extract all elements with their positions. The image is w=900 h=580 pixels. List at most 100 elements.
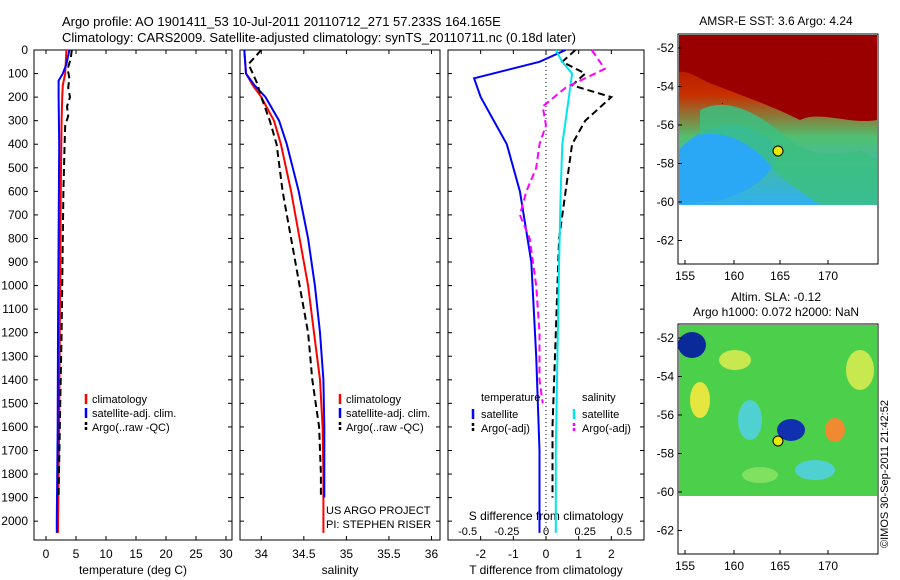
lon-tick-label: 170 (818, 559, 838, 573)
y-tick-label: 1200 (1, 326, 28, 340)
legend-label: climatology (92, 394, 148, 406)
x-tick-label: 10 (99, 547, 113, 561)
y-tick-label: 1800 (1, 467, 28, 481)
project-note-line1: US ARGO PROJECT (326, 505, 431, 517)
top-tick-label: 0.5 (617, 526, 632, 538)
y-tick-label: 1100 (2, 302, 28, 316)
top-axis-label: S difference from climatology (469, 509, 624, 523)
lat-tick-label: -54 (657, 370, 675, 384)
lon-tick-label: 160 (724, 269, 744, 283)
x-tick-label: 0 (43, 547, 50, 561)
lat-tick-label: -56 (657, 118, 675, 132)
x-tick-label: 34 (255, 547, 269, 561)
legend-label: satellite (582, 409, 619, 421)
top-tick-label: -0.25 (494, 526, 519, 538)
y-tick-label: 800 (8, 231, 28, 245)
legend-title: salinity (582, 392, 616, 404)
sla-anomaly (678, 332, 706, 358)
y-tick-label: 1300 (1, 349, 28, 363)
sst-argo-marker (772, 145, 784, 157)
y-tick-label: 200 (8, 90, 28, 104)
y-tick-label: 600 (8, 184, 28, 198)
y-tick-label: 1700 (1, 443, 28, 457)
y-tick-label: 1400 (1, 373, 28, 387)
legend-label: Argo(-adj) (582, 423, 631, 435)
x-tick-label: -2 (475, 547, 486, 561)
x-tick-label: 35.5 (377, 547, 401, 561)
y-tick-label: 1600 (1, 420, 28, 434)
watermark: ©IMOS 30-Sep-2011 21:42:52 (879, 400, 891, 548)
lon-tick-label: 165 (770, 559, 790, 573)
sla-anomaly (846, 350, 874, 390)
series-line (243, 49, 325, 533)
x-tick-label: -1 (508, 547, 519, 561)
sst-front-green (700, 104, 877, 205)
y-tick-label: 1500 (1, 396, 28, 410)
y-tick-label: 2000 (1, 514, 28, 528)
x-axis-label: temperature (deg C) (79, 563, 187, 577)
lat-tick-label: -52 (657, 331, 675, 345)
difference-panel: -2 -1 0 1 2 -0.5 -0.25 0 0.25 0.5 S difference fro… (447, 49, 645, 577)
x-tick-label: 30 (219, 547, 233, 561)
figure-title-line1: Argo profile: AO 1901411_53 10-Jul-2011 … (62, 14, 501, 29)
y-tick-label: 400 (8, 137, 28, 151)
salinity-legend: climatology satellite-adj. clim. Argo(..ra… (338, 394, 430, 434)
legend-title: temperature (481, 392, 540, 404)
lat-tick-label: -60 (657, 195, 675, 209)
top-tick-label: 0.25 (574, 526, 595, 538)
legend-label: Argo(..raw -QC) (346, 422, 424, 434)
y-tick-label: 100 (8, 67, 28, 81)
lat-tick-label: -54 (657, 80, 675, 94)
x-tick-label: 36 (425, 547, 439, 561)
y-tick-label: 300 (8, 114, 28, 128)
temperature-legend: climatology satellite-adj. clim. Argo(..ra… (84, 394, 176, 434)
y-tick-label: 0 (21, 43, 28, 57)
legend-label: satellite (481, 409, 518, 421)
series-line (551, 49, 614, 498)
lat-tick-label: -52 (657, 41, 675, 55)
sla-field (679, 325, 877, 496)
y-tick-label: 900 (8, 255, 28, 269)
difference-legend: temperature salinity satellite Argo(-adj) sa… (471, 392, 631, 435)
sla-anomaly (777, 419, 805, 441)
sla-map (677, 323, 879, 555)
sla-anomaly (742, 467, 778, 483)
y-tick-label: 500 (8, 161, 28, 175)
series-line (243, 49, 326, 498)
lon-tick-label: 155 (675, 559, 695, 573)
x-tick-label: 35 (340, 547, 354, 561)
y-tick-label: 700 (8, 208, 28, 222)
legend-label: satellite-adj. clim. (346, 408, 430, 420)
temperature-panel: 0 5 10 15 20 25 300100200300400500600700800900… (1, 43, 233, 577)
lat-tick-label: -62 (657, 234, 675, 248)
x-axis-label: salinity (322, 563, 359, 577)
series-line (55, 49, 71, 533)
sla-anomaly (795, 460, 835, 480)
x-tick-label: 34.5 (292, 547, 316, 561)
top-tick-label: 0 (543, 526, 549, 538)
series-line (247, 49, 322, 498)
series-line (57, 49, 73, 498)
lon-tick-label: 160 (724, 559, 744, 573)
sst-map-title: AMSR-E SST: 3.6 Argo: 4.24 (699, 14, 853, 28)
top-tick-label: -0.5 (458, 526, 477, 538)
sst-float-mark: . (721, 96, 724, 106)
lon-tick-label: 165 (770, 269, 790, 283)
map-axes: -52 -54 -56 -58 -60 -62 155 160 165 170 -52 -54 -56 -… (657, 41, 839, 573)
sst-float-mark: . (827, 54, 830, 64)
x-axis-label: T difference from climatology (469, 563, 623, 577)
x-tick-label: 20 (159, 547, 173, 561)
x-tick-label: 15 (129, 547, 143, 561)
sla-anomaly (738, 400, 762, 440)
legend-label: satellite-adj. clim. (92, 408, 176, 420)
lat-tick-label: -60 (657, 485, 675, 499)
legend-label: climatology (346, 394, 402, 406)
x-tick-label: 1 (575, 547, 582, 561)
sla-anomaly (825, 418, 845, 442)
salinity-panel: 34 34.5 35 35.5 36 salinity (239, 49, 441, 577)
x-tick-label: 5 (73, 547, 80, 561)
y-tick-label: 1900 (1, 491, 28, 505)
sla-anomaly (690, 382, 710, 418)
sla-map-title-line2: Argo h1000: 0.072 h2000: NaN (693, 305, 859, 319)
lat-tick-label: -56 (657, 408, 675, 422)
